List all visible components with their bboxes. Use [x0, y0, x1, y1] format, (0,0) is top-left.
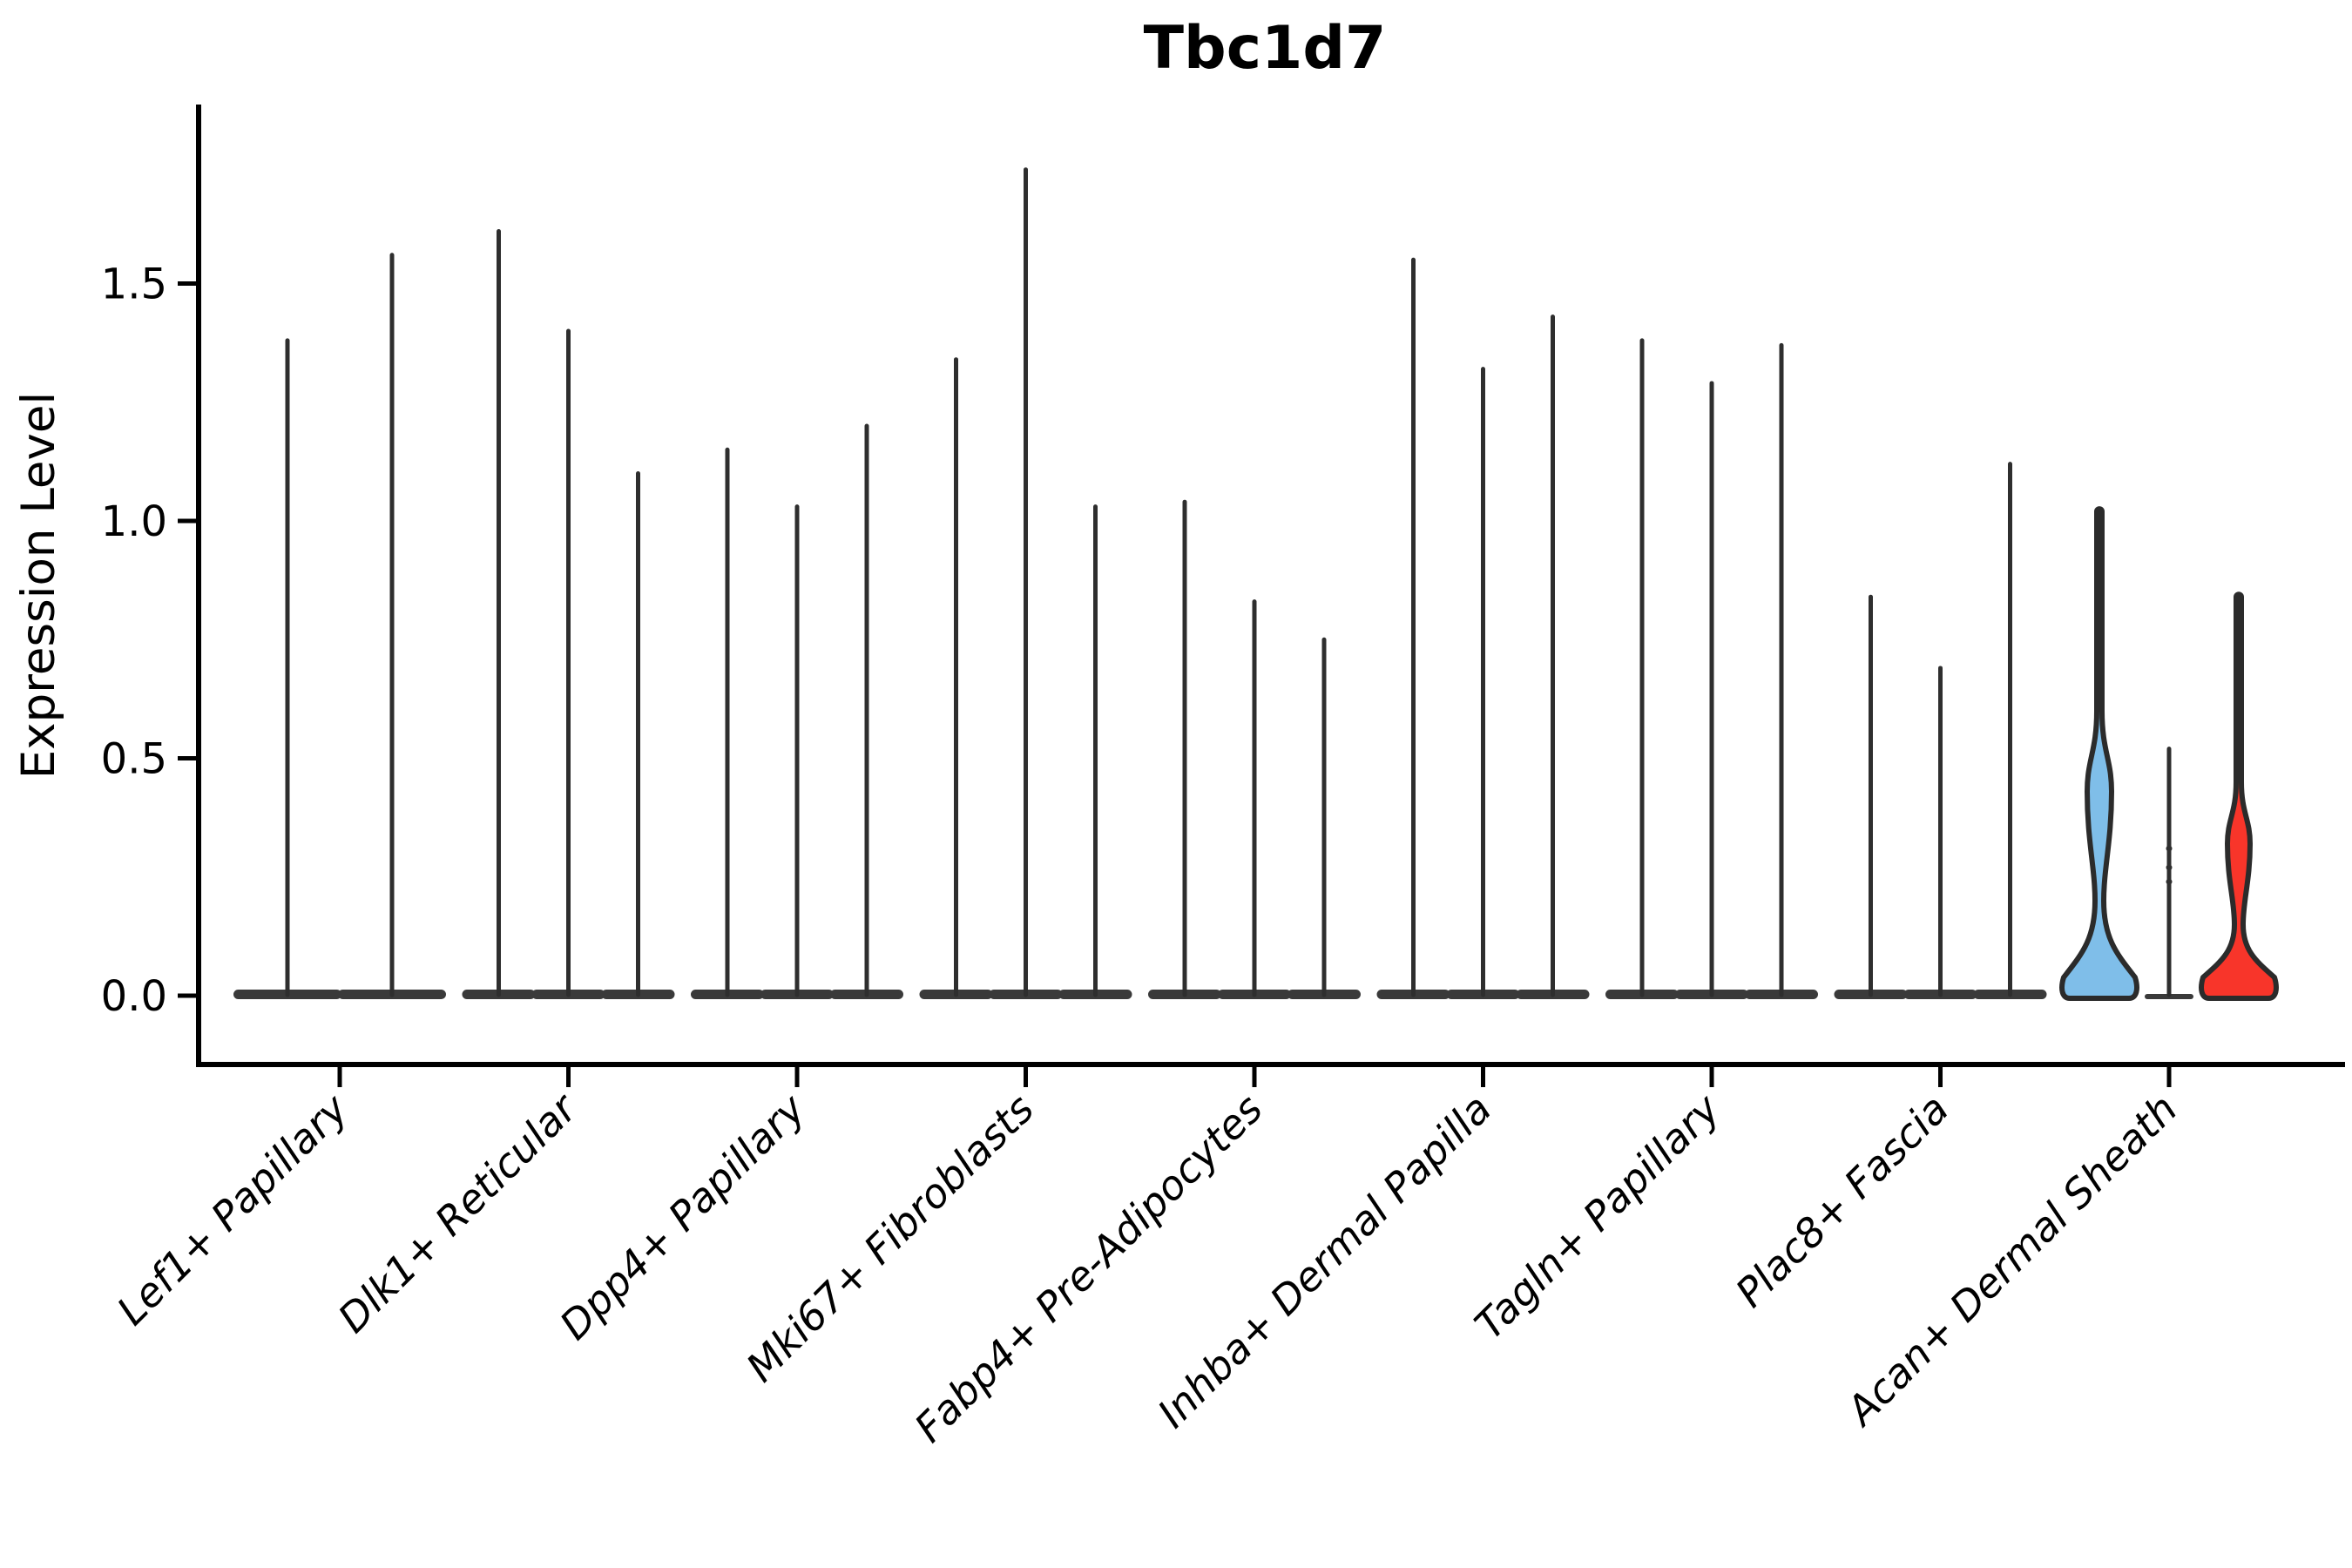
y-tick-label: 0.5 [101, 735, 167, 784]
filled-violin [2199, 591, 2279, 1001]
chart-title: Tbc1d7 [1144, 14, 1387, 83]
jitter-dot [2166, 845, 2173, 852]
jitter-dot [2166, 878, 2173, 885]
x-tick-label: Lef1+ Papillary [108, 1085, 357, 1334]
jitter-dot [2166, 864, 2173, 871]
x-tick-label: Dpp4+ Papillary [551, 1085, 814, 1348]
y-axis-label: Expression Level [12, 392, 65, 779]
x-tick-label: Dlk1+ Reticular [329, 1083, 588, 1342]
x-tick-label: Plac8+ Fascia [1727, 1085, 1957, 1316]
y-tick-label: 0.0 [101, 972, 167, 1021]
violin-layer [233, 167, 2279, 1001]
filled-violin [2059, 506, 2139, 1001]
x-tick-label: Tagln+ Papillary [1465, 1085, 1729, 1348]
y-tick-label: 1.5 [101, 260, 167, 309]
y-tick-label: 1.0 [101, 497, 167, 546]
